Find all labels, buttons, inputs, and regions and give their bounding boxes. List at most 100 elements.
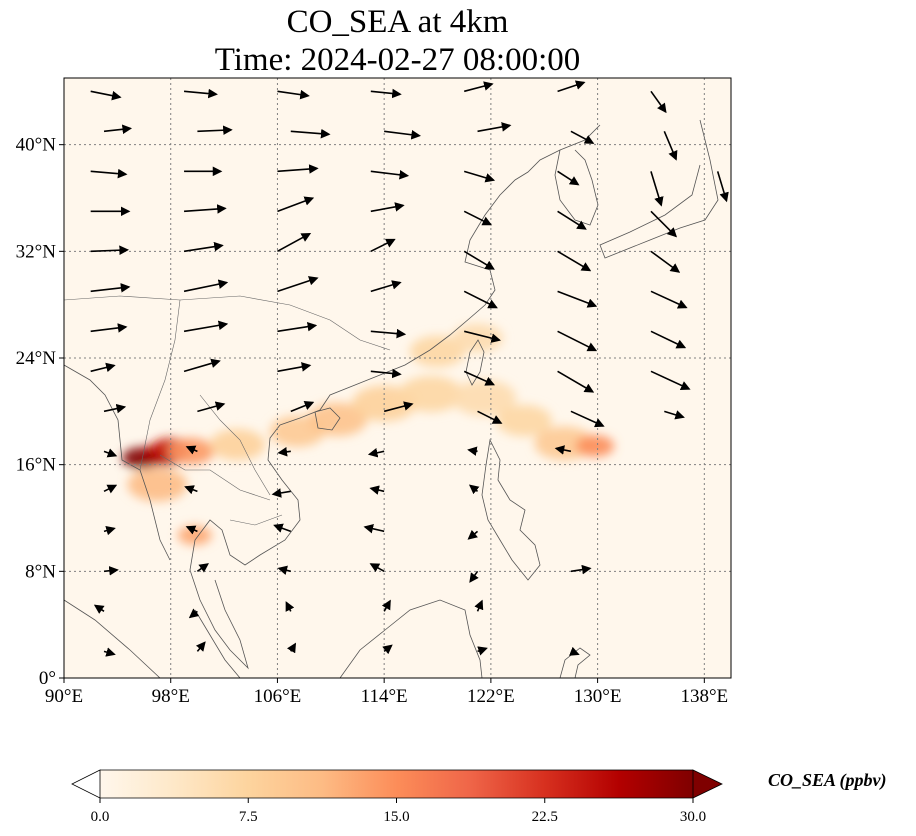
coastline-korea [554, 149, 599, 226]
coastline-hainan [314, 407, 341, 431]
colorbar: 0.0 7.5 15.0 22.5 30.0 [71, 769, 723, 825]
wind-vector [554, 445, 572, 455]
wind-vector [650, 330, 687, 349]
wind-vector [570, 410, 605, 428]
wind-vector [185, 445, 198, 455]
wind-vector [382, 644, 393, 655]
wind-vector [183, 279, 229, 293]
map-title: CO_SEA at 4km [286, 4, 509, 40]
wind-vector [285, 601, 295, 612]
colorbar-over-arrow [692, 769, 723, 799]
wind-vector [464, 330, 501, 343]
wind-vector [383, 401, 414, 413]
co-plume [575, 435, 615, 457]
lon-tick-label: 106°E [254, 686, 302, 707]
wind-vector [468, 484, 480, 495]
colorbar-label: CO_SEA (ppbv) [768, 770, 887, 790]
wind-vector [183, 358, 221, 373]
wind-vector [370, 202, 405, 213]
lon-tick-label: 90°E [45, 686, 83, 707]
coastline-myanmar [64, 364, 171, 561]
wind-vector [384, 129, 421, 140]
wind-vector [370, 280, 402, 293]
wind-vector [277, 164, 319, 174]
wind-vector [277, 362, 312, 373]
co-plume [307, 402, 368, 437]
wind-vector [716, 171, 729, 203]
coastline-indochina [189, 424, 301, 670]
wind-vector [463, 81, 494, 93]
wind-vectors [90, 80, 729, 657]
wind-vector [90, 168, 128, 179]
lat-tick-label: 24°N [16, 348, 57, 369]
lat-tick-label: 8°N [25, 561, 56, 582]
wind-vector [469, 570, 479, 583]
co-plume [409, 335, 466, 367]
colorbar-tick-label: 0.0 [91, 809, 110, 825]
wind-vector [103, 403, 127, 414]
wind-vector [197, 125, 233, 136]
coastline-borneo [339, 599, 483, 678]
lon-tick-label: 130°E [574, 686, 622, 707]
lon-tick-label: 122°E [467, 686, 515, 707]
wind-vector [197, 401, 226, 413]
wind-vector [277, 196, 315, 213]
lon-axis: 90°E 98°E 106°E 114°E 122°E 130°E 138°E [45, 678, 728, 707]
coastline-philippines [481, 438, 541, 581]
colorbar-tick-label: 30.0 [680, 809, 706, 825]
wind-vector [463, 210, 493, 226]
coastlines [64, 119, 719, 678]
wind-vector [103, 525, 116, 536]
coastline-china [279, 124, 601, 426]
wind-vector [370, 368, 402, 379]
wind-vector [477, 122, 512, 133]
colorbar-gradient [100, 770, 693, 798]
wind-vector [463, 170, 496, 183]
map-background [64, 78, 731, 678]
wind-vector [195, 641, 206, 652]
wind-vector [271, 488, 291, 498]
wind-vector [103, 124, 133, 135]
wind-vector [184, 204, 227, 214]
wind-vector [557, 330, 598, 352]
co-plume [496, 405, 552, 437]
coastline-taiwan [465, 339, 485, 386]
wind-vector [277, 447, 291, 457]
wind-vector [184, 485, 198, 495]
co-plume [451, 323, 504, 353]
wind-vector [277, 232, 312, 253]
lat-tick-label: 40°N [16, 135, 57, 156]
wind-vector [103, 565, 119, 576]
map-subtitle: Time: 2024-02-27 08:00:00 [214, 42, 581, 78]
wind-vector [363, 524, 385, 534]
wind-vector [277, 89, 310, 100]
lat-tick-label: 0° [39, 668, 56, 689]
wind-vector [277, 565, 291, 575]
colorbar-under-arrow [71, 769, 101, 799]
wind-vector [369, 563, 385, 573]
colorbar-tick-label: 15.0 [383, 809, 409, 825]
colorbar-tick-label: 7.5 [239, 809, 258, 825]
wind-vector [650, 90, 667, 114]
wind-vector [650, 290, 688, 309]
co-plume [127, 467, 188, 502]
wind-vector [290, 401, 315, 413]
wind-vector [557, 80, 586, 93]
wind-vector [286, 642, 297, 654]
wind-vector [183, 88, 218, 99]
wind-vector [90, 362, 116, 373]
wind-vector [273, 523, 292, 533]
lat-tick-label: 16°N [16, 455, 57, 476]
coastline-sulawesi [559, 647, 591, 678]
wind-vector [103, 448, 118, 458]
colorbar-tick-label: 22.5 [532, 809, 558, 825]
wind-vector [185, 525, 198, 535]
wind-vector [463, 250, 495, 270]
wind-vector [557, 210, 587, 230]
country-borders [64, 295, 391, 526]
lon-tick-label: 138°E [680, 686, 728, 707]
wind-vector [463, 370, 496, 386]
wind-vector [196, 563, 209, 573]
wind-vector [650, 370, 691, 390]
